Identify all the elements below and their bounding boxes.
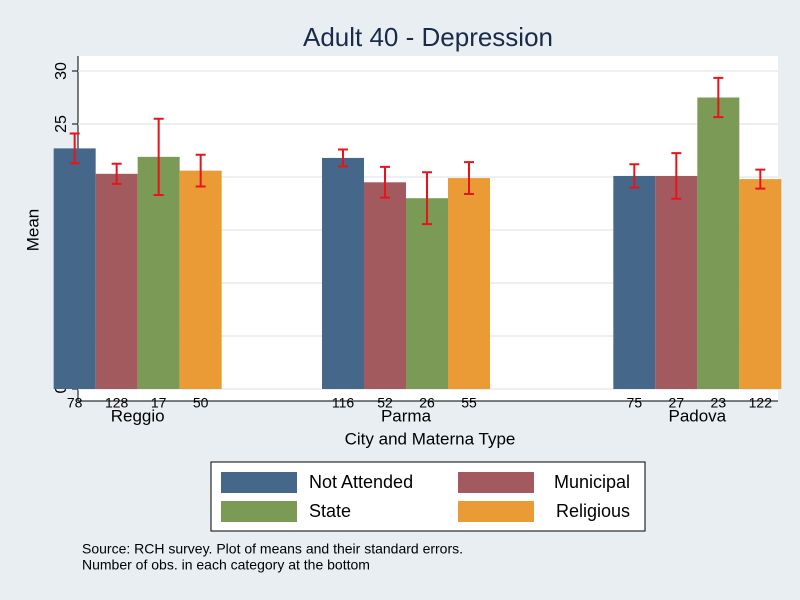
bar [448, 178, 490, 389]
count-label: 27 [669, 395, 685, 411]
bar [739, 179, 782, 389]
bar [95, 173, 138, 389]
count-label: 17 [151, 395, 167, 411]
x-axis-title: City and Materna Type [345, 429, 516, 448]
error-bar [195, 153, 206, 188]
error-bar [671, 152, 682, 200]
count-label: 23 [711, 395, 727, 411]
count-label: 116 [332, 395, 355, 411]
chart-title: Adult 40 - Depression [303, 22, 553, 52]
legend-swatch [458, 501, 534, 522]
error-bar [422, 171, 432, 226]
error-bar [755, 168, 766, 190]
bar [364, 182, 406, 389]
legend-label: Municipal [554, 472, 630, 492]
legend-swatch [221, 501, 297, 522]
x-tick-label: Parma [381, 406, 432, 425]
legend-swatch [458, 472, 534, 493]
error-bar [713, 76, 724, 119]
y-tick-label: 30 [53, 62, 70, 80]
note: Number of obs. in each category at the b… [82, 557, 370, 573]
y-tick-label: 25 [53, 115, 70, 133]
bar [322, 157, 364, 389]
count-label: 128 [105, 395, 129, 411]
count-label: 122 [749, 395, 773, 411]
error-bar [338, 148, 348, 168]
note: Source: RCH survey. Plot of means and th… [82, 541, 463, 557]
legend-swatch [221, 472, 297, 493]
bar [613, 175, 656, 389]
bar [697, 97, 740, 389]
count-label: 52 [377, 395, 393, 411]
bar [406, 198, 448, 389]
legend-label: Religious [556, 501, 630, 521]
count-label: 78 [67, 395, 83, 411]
legend-label: Not Attended [309, 472, 413, 492]
x-tick-label: Padova [668, 406, 726, 425]
x-tick-label: Reggio [111, 406, 165, 425]
count-label: 75 [627, 395, 643, 411]
y-axis-title: Mean [23, 209, 42, 252]
bar [655, 175, 698, 389]
count-label: 50 [193, 395, 209, 411]
error-bar [380, 165, 390, 199]
error-bar [464, 161, 474, 195]
error-bar [153, 117, 164, 197]
count-label: 26 [419, 395, 435, 411]
error-bar [629, 163, 640, 189]
legend-label: State [309, 501, 351, 521]
bar [179, 170, 222, 389]
error-bar [69, 132, 80, 165]
count-label: 55 [461, 395, 477, 411]
bar [53, 148, 96, 389]
error-bar [111, 162, 122, 185]
